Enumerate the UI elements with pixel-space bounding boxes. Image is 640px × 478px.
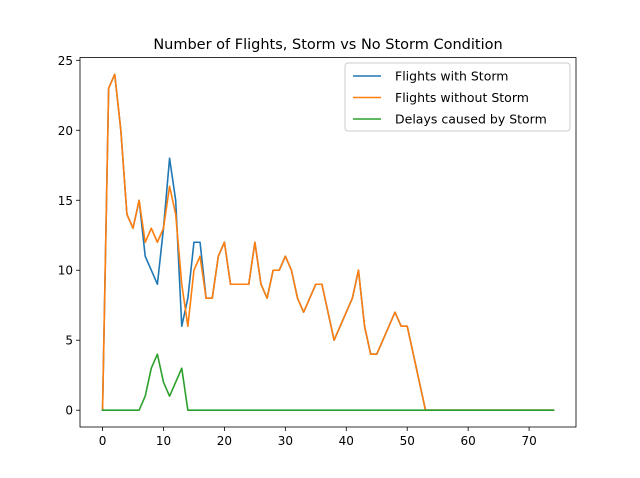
- series-line-1: [101, 73, 555, 412]
- x-tick-label: 70: [521, 434, 536, 448]
- y-tick-label: 20: [58, 124, 73, 138]
- x-tick-label: 20: [217, 434, 232, 448]
- x-tick-label: 60: [461, 434, 476, 448]
- x-axis: 0 10 20 30 40 50 60 70: [99, 427, 537, 448]
- y-tick-label: 10: [58, 264, 73, 278]
- y-tick-label: 5: [65, 334, 73, 348]
- legend-label-0: Flights with Storm: [395, 69, 508, 84]
- series-layer: [101, 73, 555, 412]
- y-tick-label: 0: [65, 404, 73, 418]
- y-tick-label: 15: [58, 194, 73, 208]
- chart-title: Number of Flights, Storm vs No Storm Con…: [153, 37, 502, 53]
- legend: Flights with Storm Flights without Storm D…: [344, 62, 571, 132]
- y-tick-label: 25: [58, 54, 73, 68]
- legend-box: [344, 62, 571, 132]
- plot-frame: [79, 57, 577, 428]
- legend-label-1: Flights without Storm: [395, 90, 529, 105]
- x-tick-label: 40: [339, 434, 354, 448]
- x-tick-label: 0: [99, 434, 107, 448]
- legend-label-2: Delays caused by Storm: [395, 112, 547, 127]
- x-tick-label: 10: [156, 434, 171, 448]
- x-tick-label: 30: [278, 434, 293, 448]
- x-tick-label: 50: [400, 434, 415, 448]
- series-line-2: [101, 353, 555, 411]
- y-axis: 0 5 10 15 20 25: [58, 54, 80, 418]
